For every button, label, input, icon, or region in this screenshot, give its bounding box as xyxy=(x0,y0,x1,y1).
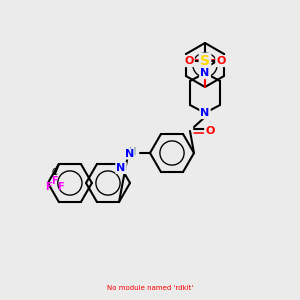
Text: N: N xyxy=(116,163,126,173)
Text: N: N xyxy=(125,149,134,159)
Text: O: O xyxy=(205,126,215,136)
Text: O: O xyxy=(216,56,226,66)
Text: F: F xyxy=(46,182,52,192)
Text: N: N xyxy=(200,68,210,78)
Text: F: F xyxy=(52,176,58,186)
Text: O: O xyxy=(184,56,194,66)
Text: O: O xyxy=(200,68,210,78)
Text: C: C xyxy=(52,168,58,177)
Text: H: H xyxy=(129,147,136,157)
Text: S: S xyxy=(200,54,210,68)
Text: F: F xyxy=(58,182,64,192)
Text: N: N xyxy=(200,108,210,118)
Text: No module named 'rdkit': No module named 'rdkit' xyxy=(107,285,193,291)
